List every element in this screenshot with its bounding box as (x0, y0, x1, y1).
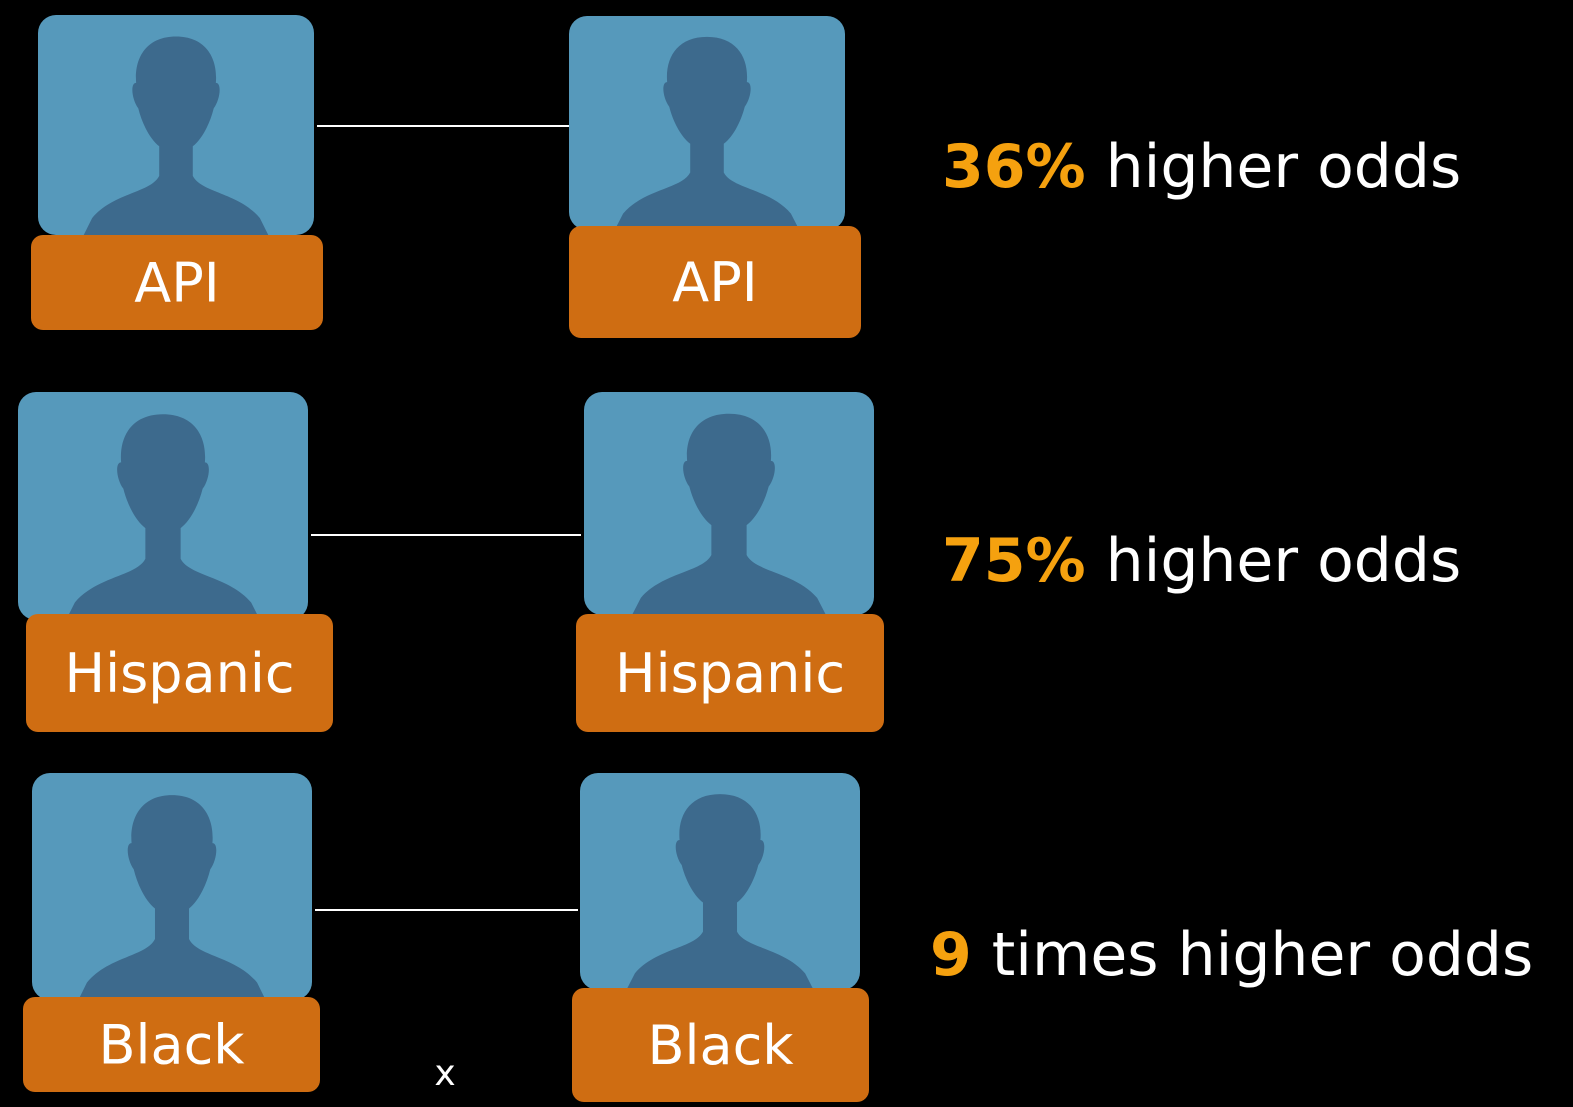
highlight: 75% (942, 526, 1086, 596)
label-box (576, 614, 884, 732)
stat: 9 times higher odds (930, 920, 1533, 990)
label-box (31, 235, 323, 330)
person-card: API (31, 15, 323, 330)
person-card: Black (23, 773, 320, 1092)
stat-text: higher odds (1106, 132, 1462, 202)
label: API (134, 252, 219, 315)
label: Black (647, 1014, 794, 1077)
label-box (23, 997, 320, 1092)
label-box (26, 614, 333, 732)
label: Hispanic (64, 642, 294, 705)
person-card: Black (572, 773, 869, 1102)
mark: x (434, 1053, 455, 1094)
stat: 36% higher odds (942, 132, 1461, 202)
label: Hispanic (615, 642, 845, 705)
highlight: 36% (942, 132, 1086, 202)
stat: 75% higher odds (942, 526, 1461, 596)
label: API (672, 251, 757, 314)
stat-text: higher odds (1106, 526, 1462, 596)
highlight: 9 (930, 920, 972, 990)
person-card: API (569, 16, 861, 338)
label-box (569, 226, 861, 338)
person-card: Hispanic (18, 392, 333, 732)
label-box (572, 988, 869, 1102)
person-card: Hispanic (576, 392, 884, 732)
stat-text: times higher odds (992, 920, 1534, 990)
label: Black (98, 1014, 245, 1077)
